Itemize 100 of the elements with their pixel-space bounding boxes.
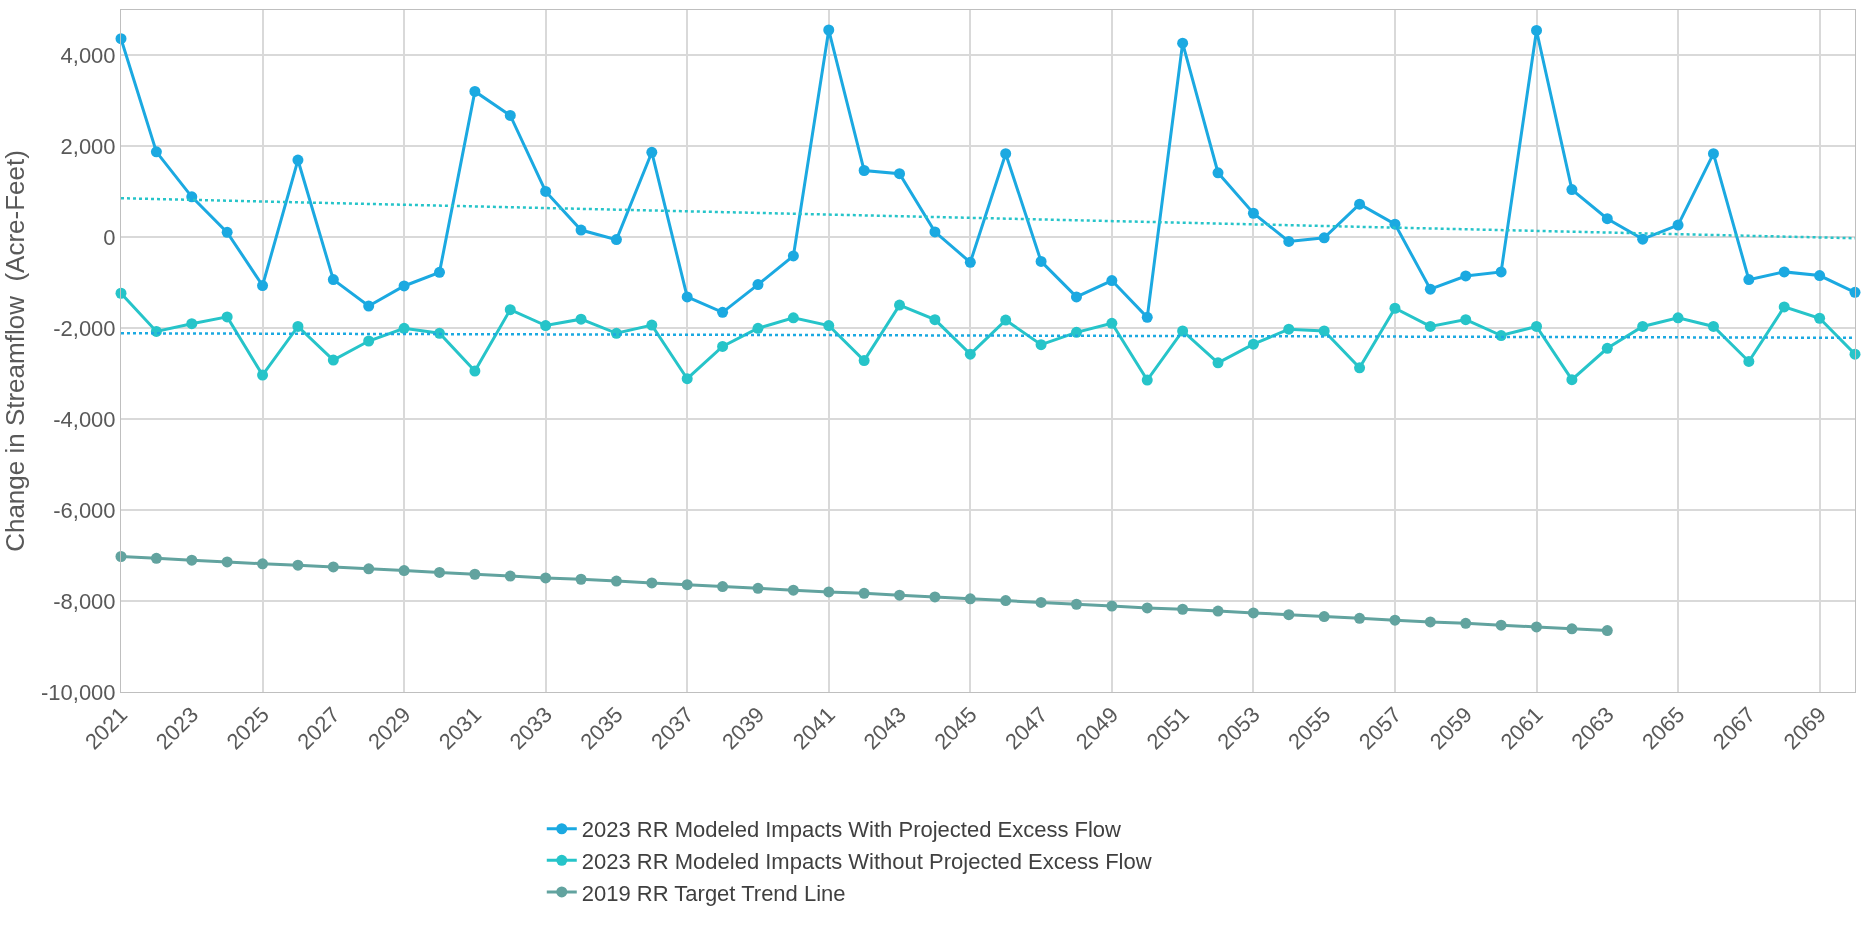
point — [1318, 232, 1330, 244]
point — [1070, 598, 1082, 610]
point — [1000, 314, 1012, 326]
point — [1601, 213, 1613, 225]
point — [150, 146, 162, 158]
point — [1106, 275, 1118, 287]
point — [221, 556, 233, 568]
point — [1035, 596, 1047, 608]
legend-label: 2019 RR Target Trend Line — [581, 880, 846, 906]
point — [1637, 233, 1649, 245]
point — [327, 274, 339, 286]
point — [469, 568, 481, 580]
point — [1106, 317, 1118, 329]
point — [894, 168, 906, 180]
point — [575, 224, 587, 236]
point — [787, 312, 799, 324]
point — [1354, 612, 1366, 624]
point — [469, 365, 481, 377]
point — [1531, 24, 1543, 36]
point — [363, 335, 375, 347]
point — [1106, 600, 1118, 612]
point — [1283, 235, 1295, 247]
point — [363, 563, 375, 575]
point — [1141, 602, 1153, 614]
point — [646, 319, 658, 331]
point — [398, 280, 410, 292]
point — [1389, 302, 1401, 314]
point — [964, 593, 976, 605]
point — [1531, 621, 1543, 633]
point — [540, 572, 552, 584]
point — [1389, 614, 1401, 626]
point — [1000, 148, 1012, 160]
point — [1601, 342, 1613, 354]
point — [1566, 374, 1578, 386]
point — [1424, 616, 1436, 628]
point — [681, 579, 693, 591]
point — [1354, 198, 1366, 210]
point — [257, 369, 269, 381]
point — [221, 226, 233, 238]
point — [1318, 325, 1330, 337]
point — [1460, 270, 1472, 282]
point — [752, 582, 764, 594]
point — [1247, 207, 1259, 219]
y-tick-label: -6,000 — [53, 497, 116, 523]
point — [894, 589, 906, 601]
point — [1212, 357, 1224, 369]
point — [823, 24, 835, 36]
point — [363, 300, 375, 312]
point — [1672, 312, 1684, 324]
point — [186, 318, 198, 330]
point — [717, 340, 729, 352]
point — [823, 320, 835, 332]
point — [752, 322, 764, 334]
point — [1707, 320, 1719, 332]
point — [929, 314, 941, 326]
point — [787, 250, 799, 262]
point — [1070, 326, 1082, 338]
point — [646, 146, 658, 158]
point — [1177, 37, 1189, 49]
point — [1424, 320, 1436, 332]
point — [1212, 167, 1224, 179]
point — [398, 322, 410, 334]
point — [1495, 266, 1507, 278]
point — [1247, 338, 1259, 350]
point — [221, 311, 233, 323]
point — [1743, 274, 1755, 286]
point — [150, 552, 162, 564]
point — [1495, 619, 1507, 631]
point — [504, 570, 516, 582]
point — [1035, 255, 1047, 267]
point — [575, 313, 587, 325]
point — [681, 291, 693, 303]
point — [1778, 266, 1790, 278]
point — [858, 355, 870, 367]
point — [1000, 595, 1012, 607]
point — [1566, 623, 1578, 635]
point — [257, 280, 269, 292]
point — [1212, 605, 1224, 617]
point — [327, 354, 339, 366]
point — [858, 587, 870, 599]
point — [504, 304, 516, 316]
point — [1707, 148, 1719, 160]
point — [292, 320, 304, 332]
point — [929, 591, 941, 603]
point — [1141, 374, 1153, 386]
point — [894, 299, 906, 311]
point — [1141, 311, 1153, 323]
point — [1460, 617, 1472, 629]
point — [787, 584, 799, 596]
y-tick-label: -4,000 — [53, 406, 116, 432]
point — [540, 320, 552, 332]
point — [1354, 362, 1366, 374]
point — [1177, 603, 1189, 615]
point — [257, 558, 269, 570]
point — [858, 165, 870, 176]
point — [1460, 314, 1472, 326]
y-tick-label: 4,000 — [60, 43, 116, 69]
legend-label: 2023 RR Modeled Impacts Without Projected Excess Flow — [581, 848, 1152, 874]
point — [717, 581, 729, 593]
point — [717, 306, 729, 318]
